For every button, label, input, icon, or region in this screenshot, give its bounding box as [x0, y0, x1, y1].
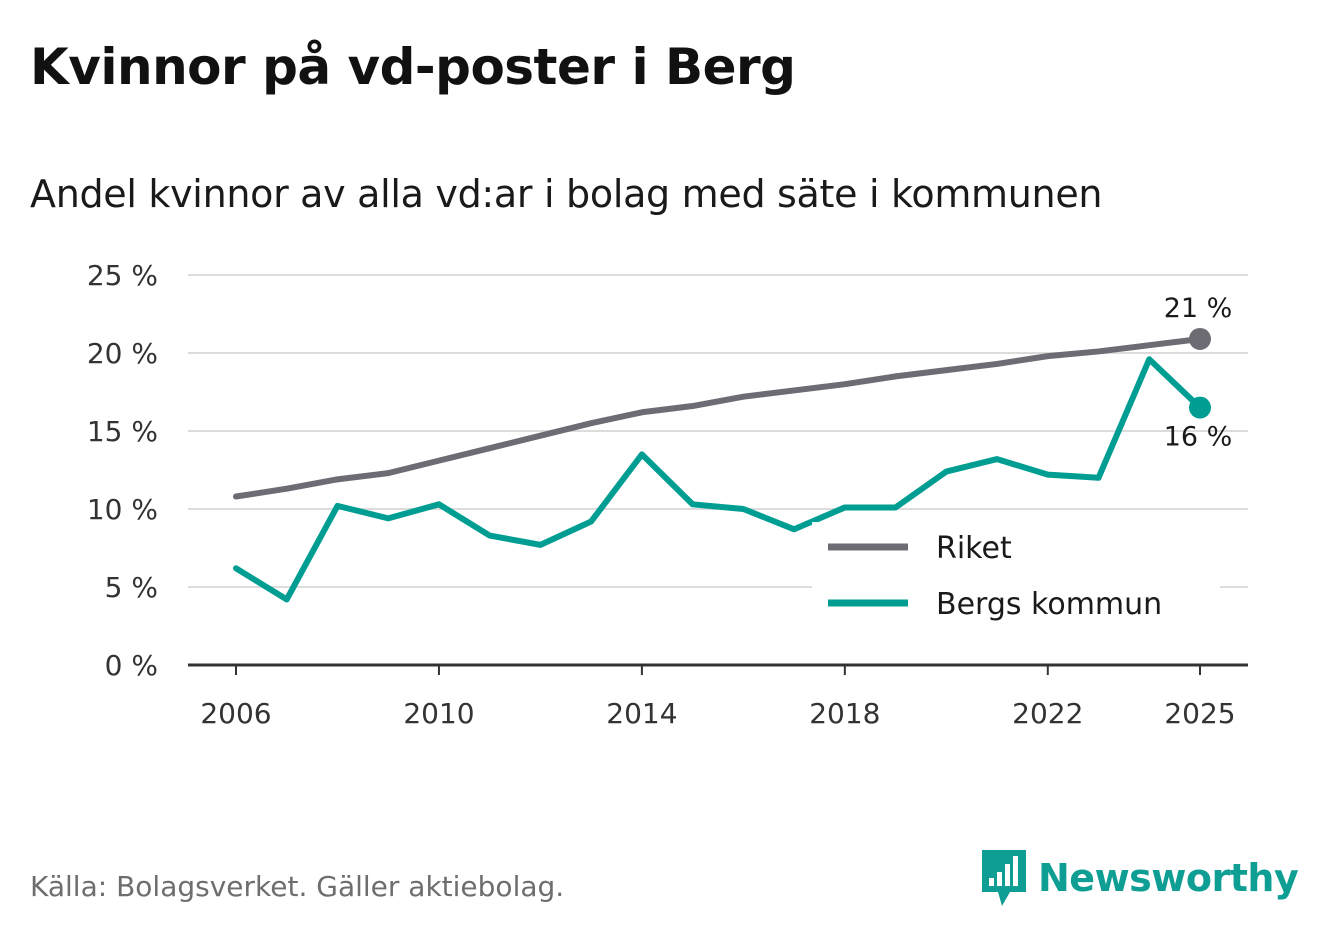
- legend-label: Bergs kommun: [936, 587, 1162, 622]
- end-labels: 21 % 16 %: [1164, 293, 1233, 453]
- legend-background: [812, 522, 1220, 640]
- y-tick-label: 20 %: [87, 337, 158, 370]
- x-tick-label: 2006: [200, 697, 271, 730]
- x-axis-ticks: 2006 2010 2014 2018 2022 2025: [200, 665, 1236, 730]
- x-tick-label: 2025: [1164, 697, 1235, 730]
- legend: Riket Bergs kommun: [812, 522, 1220, 640]
- brand-name: Newsworthy: [1038, 856, 1299, 900]
- x-tick-label: 2018: [809, 697, 880, 730]
- x-tick-label: 2022: [1012, 697, 1083, 730]
- end-label-riket: 21 %: [1164, 293, 1233, 324]
- chart-title: Kvinnor på vd-poster i Berg: [30, 38, 796, 96]
- chart-subtitle: Andel kvinnor av alla vd:ar i bolag med …: [30, 172, 1103, 216]
- y-tick-label: 5 %: [105, 571, 158, 604]
- end-point-berg: [1189, 396, 1211, 419]
- source-note: Källa: Bolagsverket. Gäller aktiebolag.: [30, 870, 565, 903]
- y-tick-label: 0 %: [105, 649, 158, 682]
- y-axis-ticks: 0 % 5 % 10 % 15 % 20 % 25 %: [87, 259, 158, 682]
- y-tick-label: 10 %: [87, 493, 158, 526]
- newsworthy-logo-icon: [982, 850, 1026, 906]
- series-line-berg: [233, 356, 1203, 603]
- brand-logo: Newsworthy: [980, 848, 1299, 908]
- end-label-berg: 16 %: [1164, 422, 1233, 453]
- series: [233, 327, 1211, 603]
- series-line-riket: [233, 335, 1203, 500]
- y-tick-label: 15 %: [87, 415, 158, 448]
- legend-label: Riket: [936, 531, 1012, 566]
- end-point-riket: [1189, 327, 1211, 350]
- x-tick-label: 2014: [606, 697, 677, 730]
- x-tick-label: 2010: [403, 697, 474, 730]
- y-tick-label: 25 %: [87, 259, 158, 292]
